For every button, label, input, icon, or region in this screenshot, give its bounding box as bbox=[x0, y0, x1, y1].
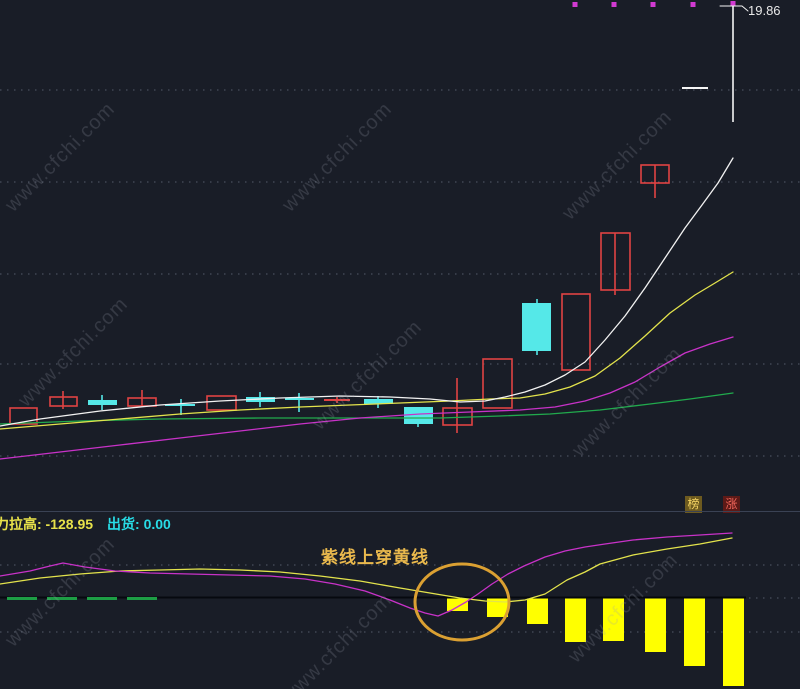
indicator-values: 力拉高: -128.95 出货: 0.00 bbox=[0, 514, 185, 534]
sell-off-value: 出货: 0.00 bbox=[107, 516, 171, 532]
pull-up-value: 力拉高: -128.95 bbox=[0, 516, 94, 532]
limit-up-button[interactable]: 涨 bbox=[723, 496, 740, 513]
crossover-annotation: 紫线上穿黄线 bbox=[321, 548, 429, 567]
rank-button[interactable]: 榜 bbox=[685, 496, 702, 513]
panel-divider bbox=[0, 511, 800, 512]
price-label: 19.86 bbox=[748, 3, 781, 18]
